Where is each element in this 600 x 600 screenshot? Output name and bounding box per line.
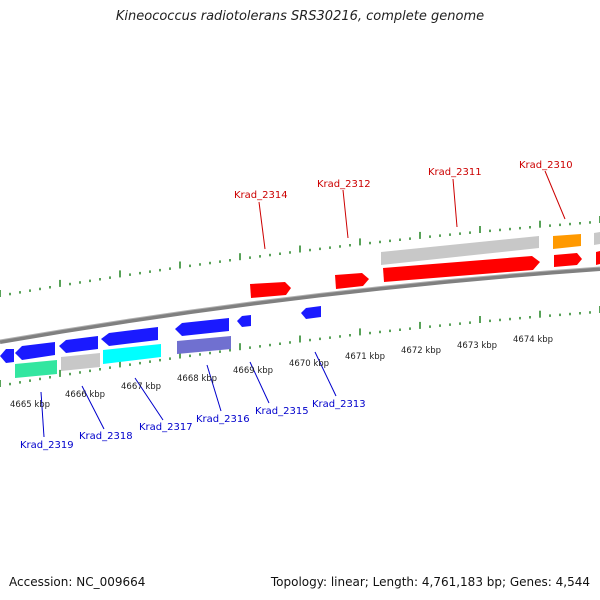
gene-krad-2310[interactable]	[554, 253, 582, 267]
genome-backbone	[0, 267, 600, 344]
gene-grey-edge[interactable]	[594, 232, 600, 245]
tick-label: 4667 kbp	[121, 382, 161, 392]
tick-label: 4672 kbp	[401, 346, 441, 356]
gene-labels-bottom: Krad_2319 Krad_2318 Krad_2317 Krad_2316 …	[20, 399, 366, 451]
bottom-tick-row	[0, 306, 600, 387]
genome-backbone-highlight	[0, 266, 600, 341]
gene-label-krad-2319[interactable]: Krad_2319	[20, 440, 74, 451]
gene-label-krad-2316[interactable]: Krad_2316	[196, 414, 250, 425]
genome-summary-text: Topology: linear; Length: 4,761,183 bp; …	[270, 575, 590, 589]
tick-label: 4674 kbp	[513, 335, 553, 345]
tick-label: 4671 kbp	[345, 352, 385, 362]
gene-krad-2318-blue[interactable]	[59, 336, 98, 353]
gene-krad-2317[interactable]	[103, 344, 161, 364]
gene-blue-edge[interactable]	[0, 349, 14, 363]
gene-labels-top: Krad_2314 Krad_2312 Krad_2311 Krad_2310	[234, 160, 573, 201]
tick-label: 4673 kbp	[457, 341, 497, 351]
gene-krad-2319-blue[interactable]	[15, 342, 55, 360]
gene-label-krad-2312[interactable]: Krad_2312	[317, 179, 371, 190]
gene-krad-2311[interactable]	[383, 256, 540, 282]
gene-label-krad-2313[interactable]: Krad_2313	[312, 399, 366, 410]
bottom-strand-genes	[0, 306, 321, 378]
tick-label: 4668 kbp	[177, 374, 217, 384]
gene-krad-2316-blue[interactable]	[175, 318, 229, 336]
gene-krad-2319[interactable]	[15, 360, 57, 378]
tick-label: 4665 kbp	[10, 400, 50, 410]
gene-krad-2316[interactable]	[177, 336, 231, 354]
gene-label-krad-2314[interactable]: Krad_2314	[234, 190, 288, 201]
gene-krad-2318[interactable]	[61, 353, 100, 371]
map-title: Kineococcus radiotolerans SRS30216, comp…	[115, 9, 485, 24]
tick-labels: 4665 kbp 4666 kbp 4667 kbp 4668 kbp 4669…	[10, 335, 553, 410]
tick-label: 4669 kbp	[233, 366, 273, 376]
gene-label-krad-2317[interactable]: Krad_2317	[139, 422, 193, 433]
gene-grey-top[interactable]	[381, 236, 539, 265]
leader-lines-bottom	[40, 351, 337, 438]
gene-krad-2315[interactable]	[237, 315, 251, 327]
leader-lines-top	[258, 170, 566, 250]
gene-krad-2310-orange[interactable]	[553, 234, 581, 249]
accession-text: Accession: NC_009664	[9, 575, 146, 589]
top-strand-genes	[250, 232, 600, 298]
tick-label: 4666 kbp	[65, 390, 105, 400]
gene-krad-2313[interactable]	[301, 306, 321, 319]
gene-krad-2317-blue[interactable]	[101, 327, 158, 346]
tick-label: 4670 kbp	[289, 359, 329, 369]
top-tick-row	[0, 216, 600, 297]
gene-label-krad-2310[interactable]: Krad_2310	[519, 160, 573, 171]
gene-red-edge[interactable]	[596, 251, 600, 265]
gene-krad-2314[interactable]	[250, 282, 291, 298]
gene-label-krad-2318[interactable]: Krad_2318	[79, 431, 133, 442]
gene-label-krad-2311[interactable]: Krad_2311	[428, 167, 482, 178]
gene-label-krad-2315[interactable]: Krad_2315	[255, 406, 309, 417]
gene-krad-2312[interactable]	[335, 273, 369, 289]
